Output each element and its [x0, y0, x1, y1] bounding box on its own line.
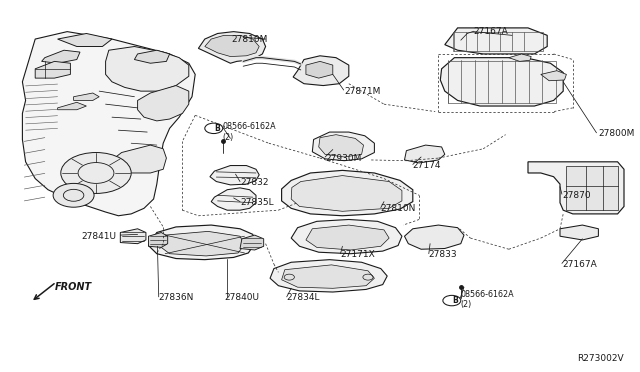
Text: 27832: 27832	[240, 178, 269, 187]
Polygon shape	[138, 86, 189, 121]
Polygon shape	[440, 58, 563, 106]
Text: 27840U: 27840U	[224, 293, 259, 302]
Polygon shape	[240, 235, 264, 250]
Circle shape	[53, 183, 94, 207]
Polygon shape	[270, 260, 387, 292]
Polygon shape	[282, 170, 413, 216]
Polygon shape	[205, 35, 259, 57]
Circle shape	[205, 123, 223, 134]
Text: B: B	[214, 124, 220, 133]
Text: 27833: 27833	[429, 250, 458, 259]
Polygon shape	[106, 46, 189, 91]
Polygon shape	[74, 93, 99, 100]
Polygon shape	[293, 56, 349, 86]
Text: 08566-6162A
(2): 08566-6162A (2)	[223, 122, 276, 142]
Polygon shape	[541, 71, 566, 81]
Polygon shape	[120, 229, 146, 244]
Polygon shape	[282, 265, 374, 288]
Polygon shape	[306, 61, 333, 78]
Circle shape	[61, 153, 131, 193]
Text: 27167A: 27167A	[474, 27, 508, 36]
Text: 27841U: 27841U	[81, 232, 116, 241]
Text: 27834L: 27834L	[286, 293, 319, 302]
Polygon shape	[22, 32, 195, 216]
Polygon shape	[134, 50, 170, 63]
Polygon shape	[35, 61, 70, 78]
Polygon shape	[404, 225, 464, 249]
Text: 27930M: 27930M	[325, 154, 362, 163]
Text: 27836N: 27836N	[159, 293, 194, 302]
Text: 27810N: 27810N	[381, 204, 416, 213]
Polygon shape	[404, 145, 445, 163]
Polygon shape	[291, 176, 402, 211]
Polygon shape	[198, 32, 266, 63]
Polygon shape	[210, 166, 259, 185]
Text: 27835L: 27835L	[240, 198, 274, 207]
Polygon shape	[148, 225, 255, 260]
Polygon shape	[42, 50, 80, 63]
Text: FRONT: FRONT	[54, 282, 92, 292]
Polygon shape	[445, 28, 547, 54]
Text: 08566-6162A
(2): 08566-6162A (2)	[461, 290, 515, 309]
Text: 27171X: 27171X	[340, 250, 375, 259]
Text: B: B	[452, 296, 458, 305]
Text: 27167A: 27167A	[562, 260, 596, 269]
Text: R273002V: R273002V	[577, 355, 624, 363]
Polygon shape	[159, 231, 244, 256]
Polygon shape	[211, 188, 256, 210]
Polygon shape	[291, 219, 402, 254]
Text: 27871M: 27871M	[344, 87, 381, 96]
Text: 27810M: 27810M	[231, 35, 268, 44]
Polygon shape	[319, 135, 364, 157]
Polygon shape	[58, 102, 86, 110]
Circle shape	[443, 295, 461, 306]
Polygon shape	[58, 33, 112, 46]
Polygon shape	[112, 145, 166, 173]
Text: 27800M: 27800M	[598, 129, 635, 138]
Polygon shape	[566, 166, 618, 210]
Polygon shape	[148, 232, 168, 247]
Polygon shape	[509, 54, 531, 61]
Polygon shape	[306, 225, 389, 250]
Text: 27174: 27174	[413, 161, 442, 170]
Polygon shape	[528, 162, 624, 214]
Polygon shape	[560, 225, 598, 240]
Polygon shape	[312, 132, 374, 161]
Text: 27870: 27870	[562, 191, 591, 200]
